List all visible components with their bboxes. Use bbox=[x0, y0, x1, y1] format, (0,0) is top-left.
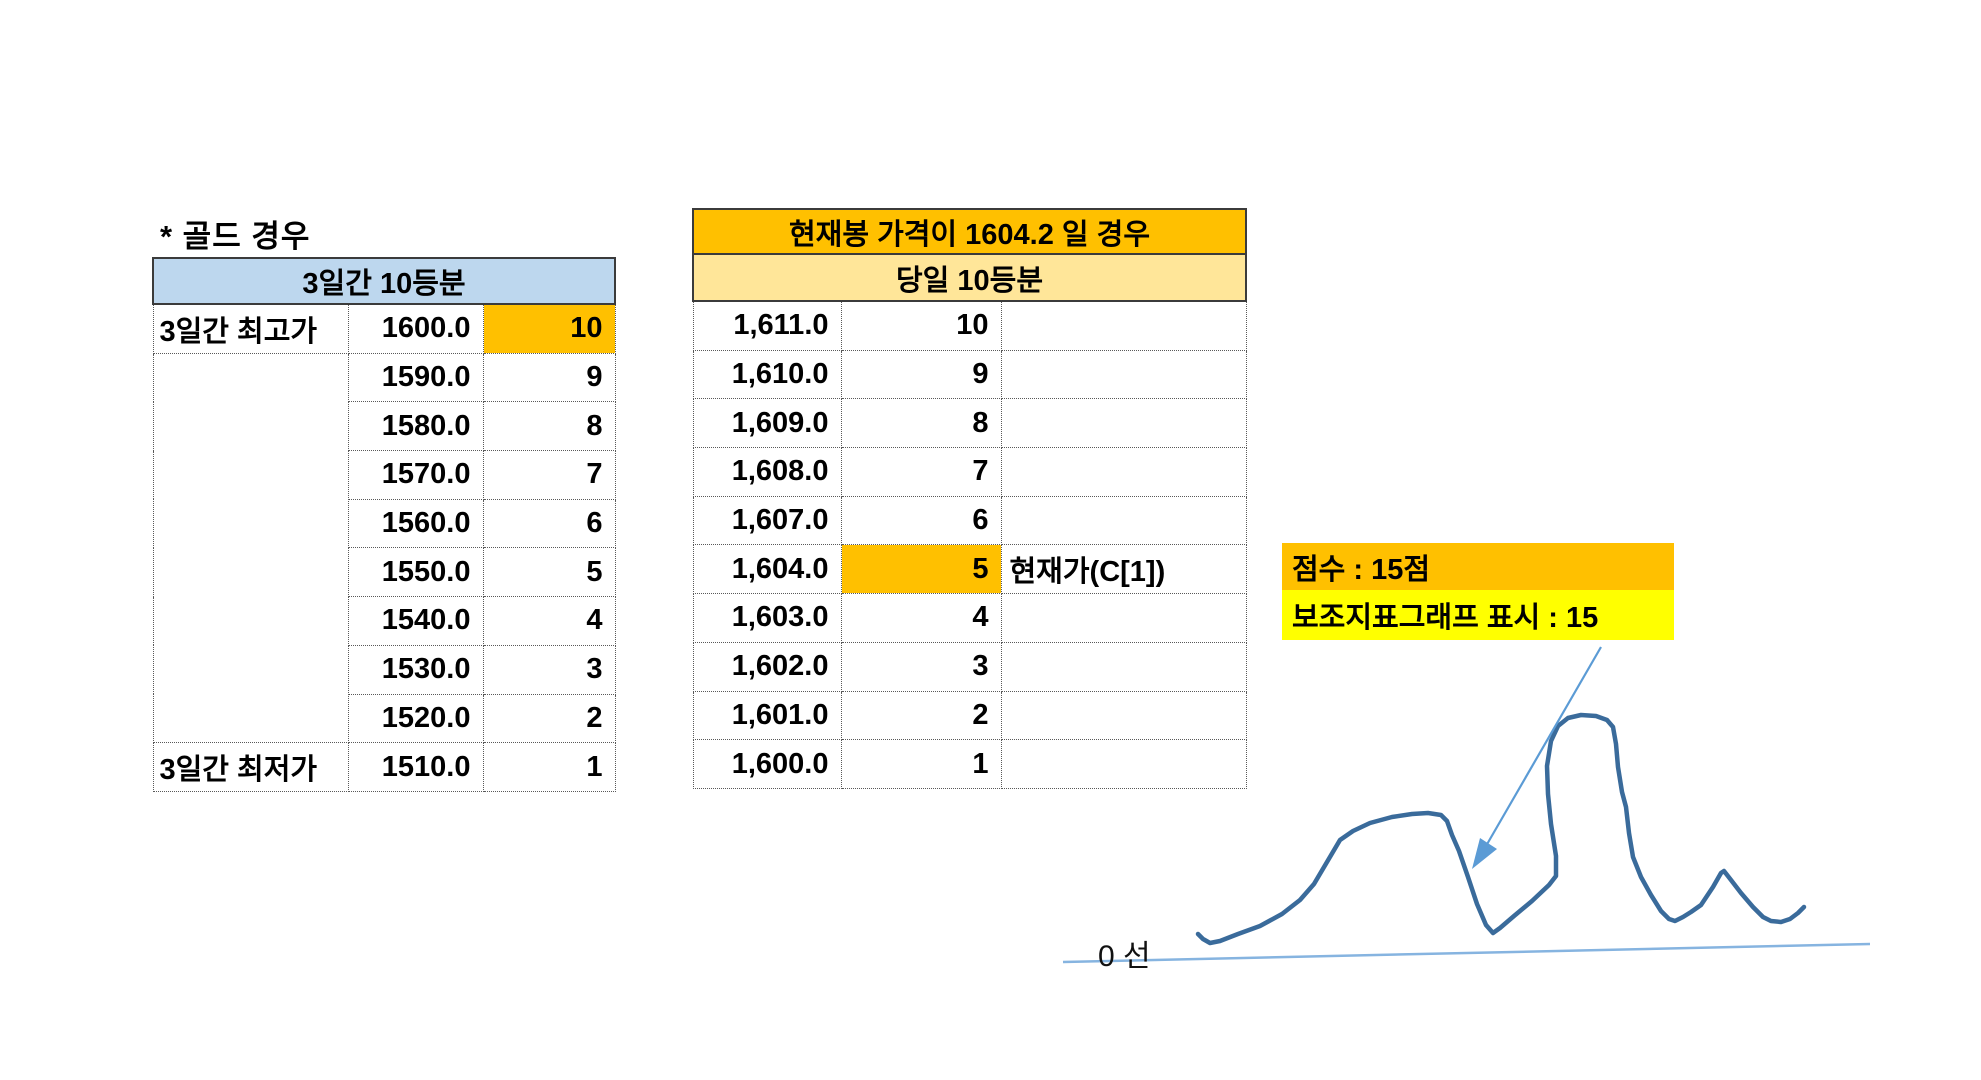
zero-line-label: 0 선 bbox=[1098, 940, 1151, 973]
left-table-row: 1530.0 3 bbox=[153, 644, 616, 695]
mid-note-cell bbox=[1000, 593, 1247, 643]
left-table-row: 3일간 최고가 1600.0 10 bbox=[152, 303, 616, 354]
left-grade-cell: 9 bbox=[482, 352, 616, 403]
left-table-row: 1590.0 9 bbox=[152, 352, 616, 744]
mid-price-cell: 1,602.0 bbox=[692, 641, 842, 692]
page-title: * 골드 경우 bbox=[160, 219, 311, 254]
mid-grade-cell: 5 bbox=[840, 544, 1002, 595]
left-label-spacer bbox=[152, 352, 349, 744]
mid-table-row: 1,610.0 9 bbox=[692, 349, 1247, 400]
left-price-cell: 1560.0 bbox=[347, 498, 484, 549]
left-grade-cell: 4 bbox=[482, 596, 616, 646]
three-day-division-table: 3일간 10등분 3일간 최고가 1600.0 10 1590.0 9 1580.0 8 15… bbox=[151, 257, 617, 792]
mid-note-cell bbox=[1000, 349, 1247, 400]
mid-table-subheader: 당일 10등분 bbox=[691, 253, 1248, 302]
mid-price-cell: 1,611.0 bbox=[692, 300, 842, 351]
mid-price-cell: 1,610.0 bbox=[692, 349, 842, 400]
mid-grade-cell: 10 bbox=[840, 300, 1002, 351]
mid-table-row: 1,600.0 1 bbox=[692, 739, 1247, 789]
left-price-cell: 1570.0 bbox=[347, 450, 484, 500]
annotation-arrow-line bbox=[1485, 646, 1602, 847]
left-grade-cell: 10 bbox=[482, 303, 616, 354]
mid-table-row: 1,603.0 4 bbox=[692, 593, 1247, 643]
left-grade-cell: 1 bbox=[482, 742, 616, 792]
left-price-cell: 1540.0 bbox=[347, 596, 484, 646]
mid-grade-cell: 2 bbox=[840, 690, 1002, 741]
mid-note-cell bbox=[1000, 739, 1247, 789]
mid-table-title-row: 현재봉 가격이 1604.2 일 경우 bbox=[691, 208, 1248, 255]
mid-price-cell: 1,601.0 bbox=[692, 690, 842, 741]
score-badge: 점수 : 15점 bbox=[1282, 543, 1674, 590]
mid-table-subheader-row: 당일 10등분 bbox=[691, 253, 1248, 302]
mid-grade-cell: 7 bbox=[840, 447, 1002, 497]
intraday-division-table: 현재봉 가격이 1604.2 일 경우 당일 10등분 1,611.0 10 1,6… bbox=[691, 208, 1248, 789]
left-table-header: 3일간 10등분 bbox=[151, 257, 617, 305]
left-table-row: 3일간 최저가 1510.0 1 bbox=[152, 742, 616, 792]
left-table-row: 1580.0 8 bbox=[153, 401, 616, 452]
left-max-label: 3일간 최고가 bbox=[152, 303, 349, 354]
mid-note-cell bbox=[1000, 690, 1247, 741]
mid-price-cell: 1,604.0 bbox=[692, 544, 842, 595]
left-price-cell: 1600.0 bbox=[347, 303, 484, 354]
left-grade-cell: 8 bbox=[482, 401, 616, 452]
mid-table-row: 1,607.0 6 bbox=[692, 495, 1247, 546]
left-table-row: 1570.0 7 bbox=[153, 450, 616, 500]
mid-table-row: 1,602.0 3 bbox=[692, 641, 1247, 692]
annotation-arrow-head bbox=[1472, 838, 1497, 869]
indicator-badge: 보조지표그래프 표시 : 15 bbox=[1282, 590, 1674, 640]
left-price-cell: 1530.0 bbox=[347, 644, 484, 695]
left-price-cell: 1590.0 bbox=[347, 352, 484, 403]
mid-table-row: 1,611.0 10 bbox=[692, 300, 1247, 351]
mid-table-header: 현재봉 가격이 1604.2 일 경우 bbox=[691, 208, 1248, 255]
mid-price-cell: 1,600.0 bbox=[692, 739, 842, 789]
mid-note-cell: 현재가(C[1]) bbox=[1000, 544, 1247, 595]
left-table-row: 1560.0 6 bbox=[153, 498, 616, 549]
mid-note-cell bbox=[1000, 641, 1247, 692]
mid-note-cell bbox=[1000, 300, 1247, 351]
left-grade-cell: 5 bbox=[482, 547, 616, 598]
left-price-cell: 1580.0 bbox=[347, 401, 484, 452]
mid-grade-cell: 6 bbox=[840, 495, 1002, 546]
mid-grade-cell: 3 bbox=[840, 641, 1002, 692]
mid-price-cell: 1,603.0 bbox=[692, 593, 842, 643]
mid-grade-cell: 8 bbox=[840, 398, 1002, 449]
mid-grade-cell: 9 bbox=[840, 349, 1002, 400]
left-table-row: 1540.0 4 bbox=[153, 596, 616, 646]
mid-note-cell bbox=[1000, 398, 1247, 449]
mid-table-row: 1,608.0 7 bbox=[692, 447, 1247, 497]
mid-grade-cell: 4 bbox=[840, 593, 1002, 643]
left-price-cell: 1520.0 bbox=[347, 693, 484, 744]
left-grade-cell: 3 bbox=[482, 644, 616, 695]
indicator-curve bbox=[1195, 712, 1807, 946]
left-table-header-row: 3일간 10등분 bbox=[151, 257, 617, 305]
mid-price-cell: 1,607.0 bbox=[692, 495, 842, 546]
mid-table-row: 1,609.0 8 bbox=[692, 398, 1247, 449]
mid-price-cell: 1,608.0 bbox=[692, 447, 842, 497]
left-table-row: 1550.0 5 bbox=[153, 547, 616, 598]
left-table-row: 1520.0 2 bbox=[153, 693, 616, 744]
mid-grade-cell: 1 bbox=[840, 739, 1002, 789]
left-grade-cell: 6 bbox=[482, 498, 616, 549]
left-grade-cell: 2 bbox=[482, 693, 616, 744]
zero-baseline bbox=[1062, 942, 1871, 964]
left-grade-cell: 7 bbox=[482, 450, 616, 500]
left-price-cell: 1550.0 bbox=[347, 547, 484, 598]
left-price-cell: 1510.0 bbox=[347, 742, 484, 792]
mid-table-row: 1,604.0 5 현재가(C[1]) bbox=[692, 544, 1247, 595]
mid-note-cell bbox=[1000, 495, 1247, 546]
mid-price-cell: 1,609.0 bbox=[692, 398, 842, 449]
left-min-label: 3일간 최저가 bbox=[152, 742, 349, 792]
mid-table-row: 1,601.0 2 bbox=[692, 690, 1247, 741]
mid-note-cell bbox=[1000, 447, 1247, 497]
